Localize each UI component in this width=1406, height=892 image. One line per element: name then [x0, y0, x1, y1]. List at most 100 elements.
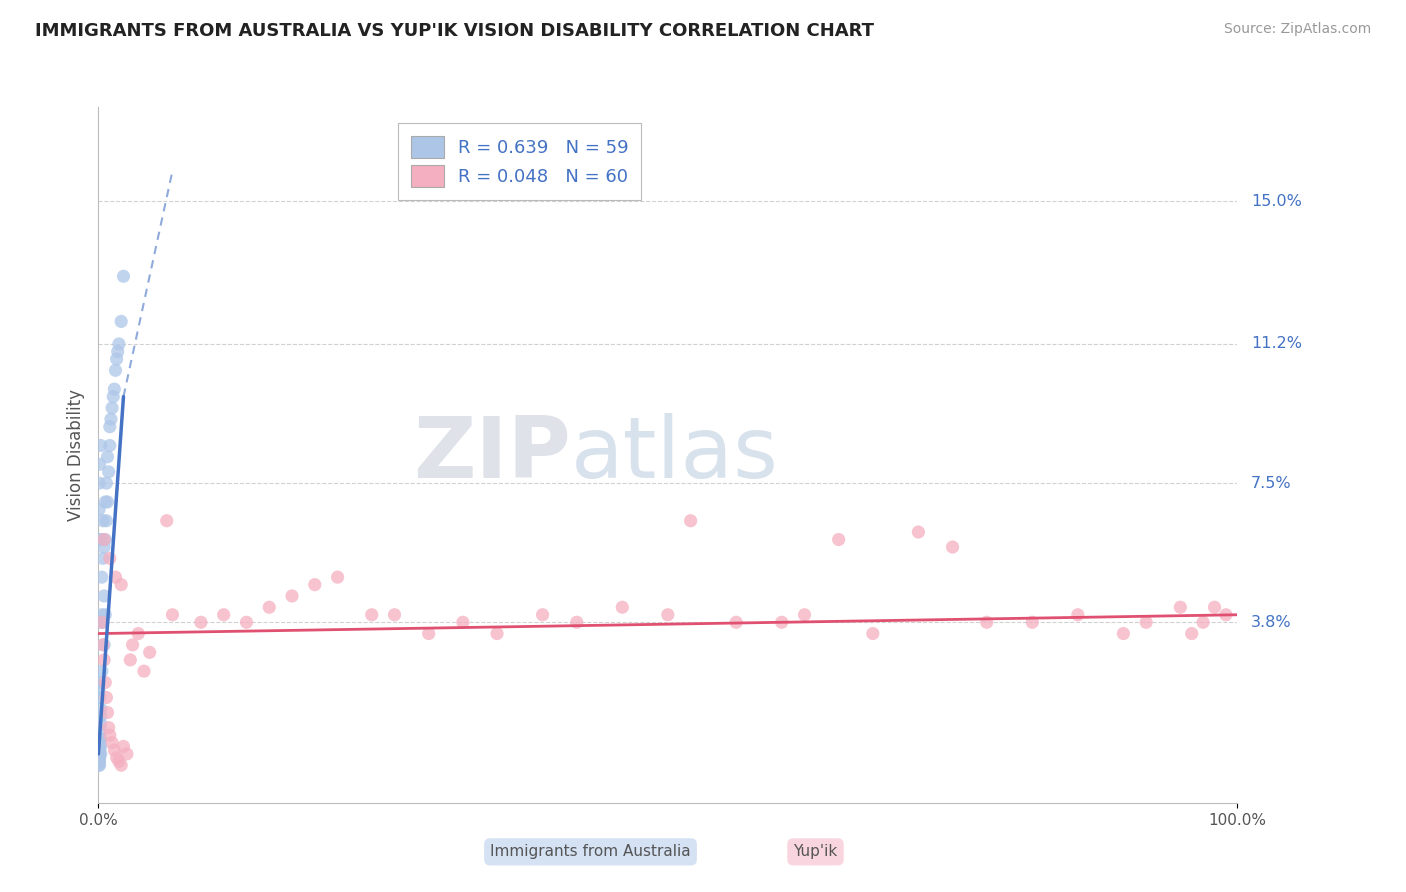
Text: 7.5%: 7.5%: [1251, 475, 1292, 491]
Point: [105, 351, 128, 366]
Text: ZIP: ZIP: [413, 413, 571, 497]
Point: [657, 607, 679, 622]
Point: [679, 514, 702, 528]
Point: [112, 269, 135, 284]
Point: [101, 401, 124, 415]
Point: [91, 551, 114, 566]
Point: [90, 533, 112, 547]
Point: [1192, 615, 1215, 630]
Point: [1021, 615, 1043, 630]
Point: [976, 615, 998, 630]
Point: [87, 747, 110, 761]
Point: [89, 690, 111, 705]
Point: [101, 736, 124, 750]
Point: [108, 755, 131, 769]
Point: [89, 675, 111, 690]
Text: IMMIGRANTS FROM AUSTRALIA VS YUP'IK VISION DISABILITY CORRELATION CHART: IMMIGRANTS FROM AUSTRALIA VS YUP'IK VISI…: [35, 22, 875, 40]
Point: [89, 743, 111, 757]
Point: [90, 739, 112, 754]
Point: [281, 589, 304, 603]
Point: [1067, 607, 1090, 622]
Text: Yup'ik: Yup'ik: [793, 845, 838, 859]
Point: [93, 533, 115, 547]
Point: [103, 743, 125, 757]
Point: [108, 337, 131, 351]
Point: [87, 533, 110, 547]
Point: [1204, 600, 1226, 615]
Point: [907, 524, 929, 539]
Point: [91, 638, 114, 652]
Text: Source: ZipAtlas.com: Source: ZipAtlas.com: [1223, 22, 1371, 37]
Point: [1112, 626, 1135, 640]
Point: [110, 314, 132, 328]
Point: [90, 702, 112, 716]
Point: [96, 495, 118, 509]
Point: [87, 750, 110, 764]
Point: [90, 615, 112, 630]
Point: [103, 390, 125, 404]
Point: [98, 419, 121, 434]
Point: [862, 626, 884, 640]
Point: [120, 653, 142, 667]
Point: [96, 514, 118, 528]
Point: [725, 615, 748, 630]
Point: [235, 615, 257, 630]
Point: [121, 638, 143, 652]
Point: [132, 664, 155, 678]
Point: [190, 615, 212, 630]
Point: [93, 638, 115, 652]
Point: [565, 615, 588, 630]
Point: [98, 728, 121, 742]
Point: [93, 589, 115, 603]
Point: [1181, 626, 1204, 640]
Point: [418, 626, 440, 640]
Point: [90, 570, 112, 584]
Point: [156, 514, 179, 528]
Point: [90, 731, 112, 746]
Point: [104, 363, 127, 377]
Point: [96, 450, 118, 464]
Point: [89, 739, 111, 754]
Point: [103, 382, 125, 396]
Point: [87, 755, 110, 769]
Point: [94, 533, 117, 547]
Point: [96, 476, 118, 491]
Point: [384, 607, 406, 622]
Text: Immigrants from Australia: Immigrants from Australia: [491, 845, 690, 859]
Point: [531, 607, 554, 622]
Point: [94, 607, 117, 622]
Point: [93, 540, 115, 554]
Point: [105, 750, 128, 764]
Point: [115, 747, 138, 761]
Point: [138, 645, 160, 659]
Point: [326, 570, 349, 584]
Point: [89, 747, 111, 761]
Point: [770, 615, 793, 630]
Text: 3.8%: 3.8%: [1251, 615, 1292, 630]
Point: [96, 690, 118, 705]
Point: [89, 731, 111, 746]
Point: [87, 683, 110, 698]
Point: [259, 600, 281, 615]
Point: [90, 709, 112, 723]
Point: [91, 514, 114, 528]
Text: 15.0%: 15.0%: [1251, 194, 1302, 209]
Point: [110, 758, 132, 772]
Point: [89, 736, 111, 750]
Point: [110, 577, 132, 591]
Y-axis label: Vision Disability: Vision Disability: [66, 389, 84, 521]
Point: [89, 758, 111, 772]
Point: [828, 533, 851, 547]
Point: [94, 675, 117, 690]
Point: [1135, 615, 1157, 630]
Point: [212, 607, 235, 622]
Point: [104, 570, 127, 584]
Point: [96, 706, 118, 720]
Point: [93, 653, 115, 667]
Point: [89, 750, 111, 764]
Point: [90, 747, 112, 761]
Point: [90, 716, 112, 731]
Point: [112, 739, 135, 754]
Point: [90, 438, 112, 452]
Point: [97, 721, 120, 735]
